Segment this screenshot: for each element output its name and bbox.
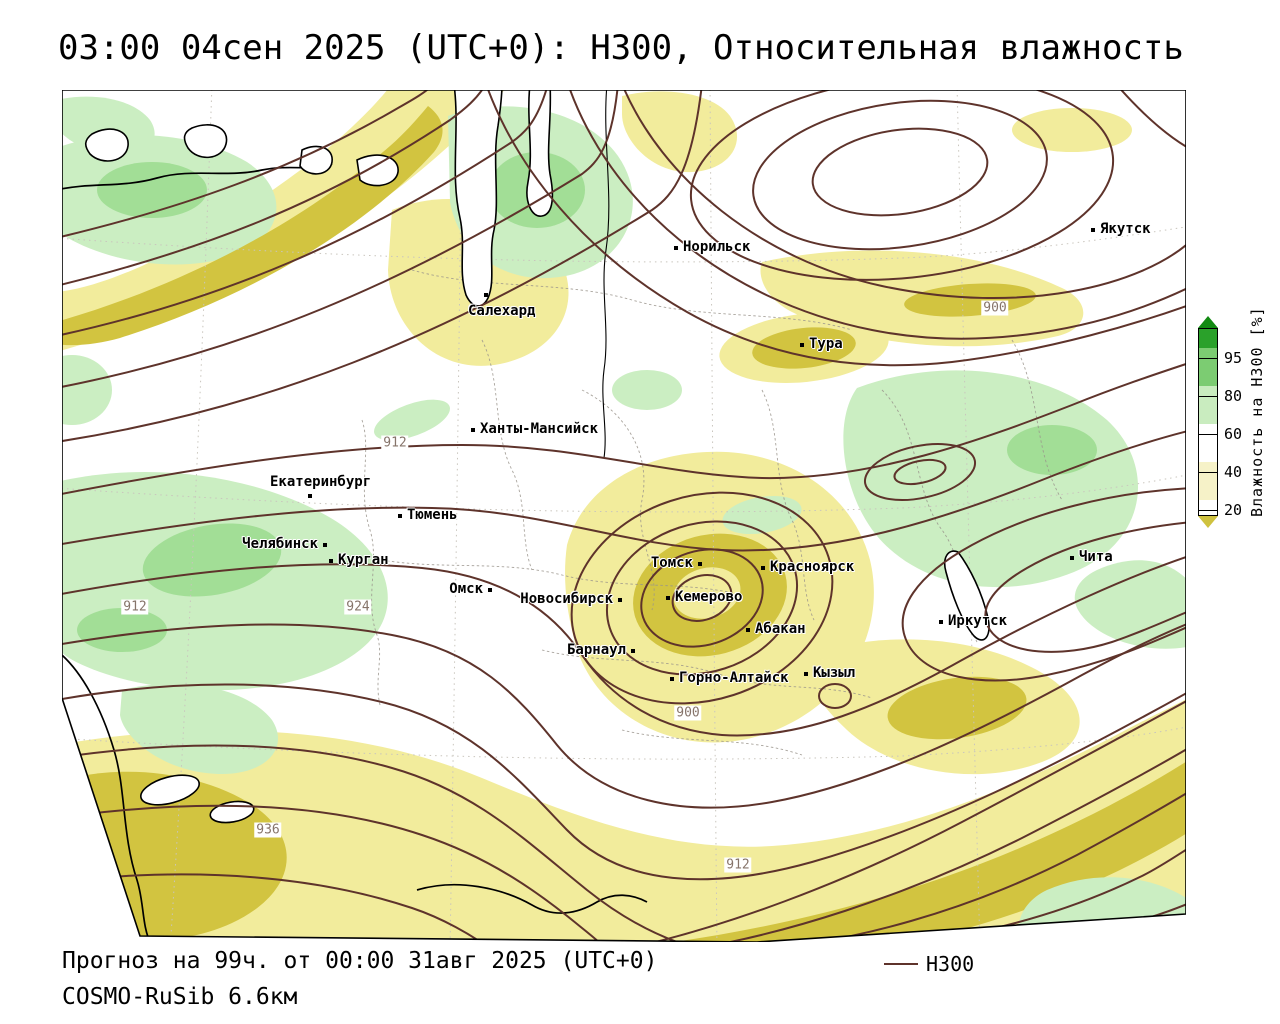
model-line: COSMO-RuSib 6.6км [62, 984, 298, 1010]
city-label: Кызыл [813, 665, 856, 681]
city-dot-icon [618, 598, 622, 602]
contour-value-label: 912 [121, 599, 149, 615]
contour-value-label: 900 [674, 705, 702, 721]
colorbar-tick-label: 95 [1224, 349, 1243, 367]
city-label: Иркутск [948, 613, 1008, 629]
contour-value-label: 936 [254, 822, 282, 838]
city-dot-icon [631, 649, 635, 653]
map-svg [62, 90, 1186, 942]
city-dot-icon [666, 596, 670, 600]
coastline-layer [62, 90, 990, 942]
city-dot-icon [800, 343, 804, 347]
page-title: 03:00 04сен 2025 (UTC+0): H300, Относите… [58, 28, 1184, 68]
city-dot-icon [484, 293, 488, 297]
city-label: Тюмень [407, 507, 458, 523]
colorbar-arrow-up-icon [1198, 316, 1218, 328]
colorbar-tick-mark [1199, 358, 1217, 359]
city-dot-icon [746, 628, 750, 632]
city-dot-icon [329, 559, 333, 563]
colorbar-tick-mark [1199, 434, 1217, 435]
colorbar-segment [1199, 329, 1217, 348]
city-label: Курган [338, 552, 389, 568]
forecast-line: Прогноз на 99ч. от 00:00 31авг 2025 (UTC… [62, 948, 658, 974]
city-dot-icon [698, 562, 702, 566]
graticule-layer [62, 90, 1186, 942]
city-label: Горно-Алтайск [679, 670, 789, 686]
colorbar-title: Влажность на H300 [%] [1248, 306, 1266, 517]
city-label: Омск [449, 581, 483, 597]
city-dot-icon [398, 514, 402, 518]
city-dot-icon [323, 543, 327, 547]
colorbar-tick-label: 40 [1224, 463, 1243, 481]
contour-value-label: 912 [724, 857, 752, 873]
city-dot-icon [1091, 228, 1095, 232]
city-dot-icon [488, 588, 492, 592]
humidity-fill-layer [62, 90, 1186, 942]
city-label: Кемерово [675, 589, 743, 605]
city-label: Салехард [468, 303, 536, 319]
city-label: Абакан [755, 621, 806, 637]
city-dot-icon [471, 428, 475, 432]
city-label: Барнаул [566, 642, 626, 658]
colorbar-segment [1199, 500, 1217, 515]
contour-layer [62, 90, 1186, 942]
city-label: Новосибирск [520, 591, 613, 607]
contour-value-label: 900 [981, 300, 1009, 316]
city-dot-icon [1070, 556, 1074, 560]
contour-value-label: 924 [344, 599, 372, 615]
colorbar-tick-label: 80 [1224, 387, 1243, 405]
city-label: Екатеринбург [270, 474, 372, 490]
colorbar-segment [1199, 424, 1217, 462]
city-label: Ханты-Мансийск [480, 421, 599, 437]
colorbar-arrow-down-icon [1198, 516, 1218, 528]
city-dot-icon [670, 677, 674, 681]
contour-legend: H300 [884, 952, 974, 976]
city-label: Красноярск [770, 559, 855, 575]
colorbar-segments [1198, 328, 1218, 516]
city-label: Норильск [683, 239, 751, 255]
city-dot-icon [804, 672, 808, 676]
city-dot-icon [761, 566, 765, 570]
city-label: Томск [650, 555, 693, 571]
legend-line-icon [884, 963, 918, 965]
city-label: Челябинск [242, 536, 318, 552]
weather-map: 900 912 912 924 900 936 912 Норильск Якутск Сале… [62, 90, 1186, 942]
colorbar-segment [1199, 348, 1217, 386]
colorbar-tick-label: 20 [1224, 501, 1243, 519]
city-label: Якутск [1100, 221, 1151, 237]
colorbar-segment [1199, 462, 1217, 500]
city-label: Чита [1079, 549, 1113, 565]
city-dot-icon [939, 620, 943, 624]
colorbar-tick-mark [1199, 472, 1217, 473]
colorbar [1198, 316, 1218, 528]
contour-value-label: 912 [381, 435, 409, 451]
city-label: Тура [809, 336, 843, 352]
legend-label: H300 [926, 952, 975, 976]
colorbar-tick-mark [1199, 510, 1217, 511]
city-dot-icon [674, 246, 678, 250]
city-dot-icon [308, 494, 312, 498]
colorbar-tick-label: 60 [1224, 425, 1243, 443]
colorbar-tick-mark [1199, 396, 1217, 397]
colorbar-segment [1199, 386, 1217, 424]
